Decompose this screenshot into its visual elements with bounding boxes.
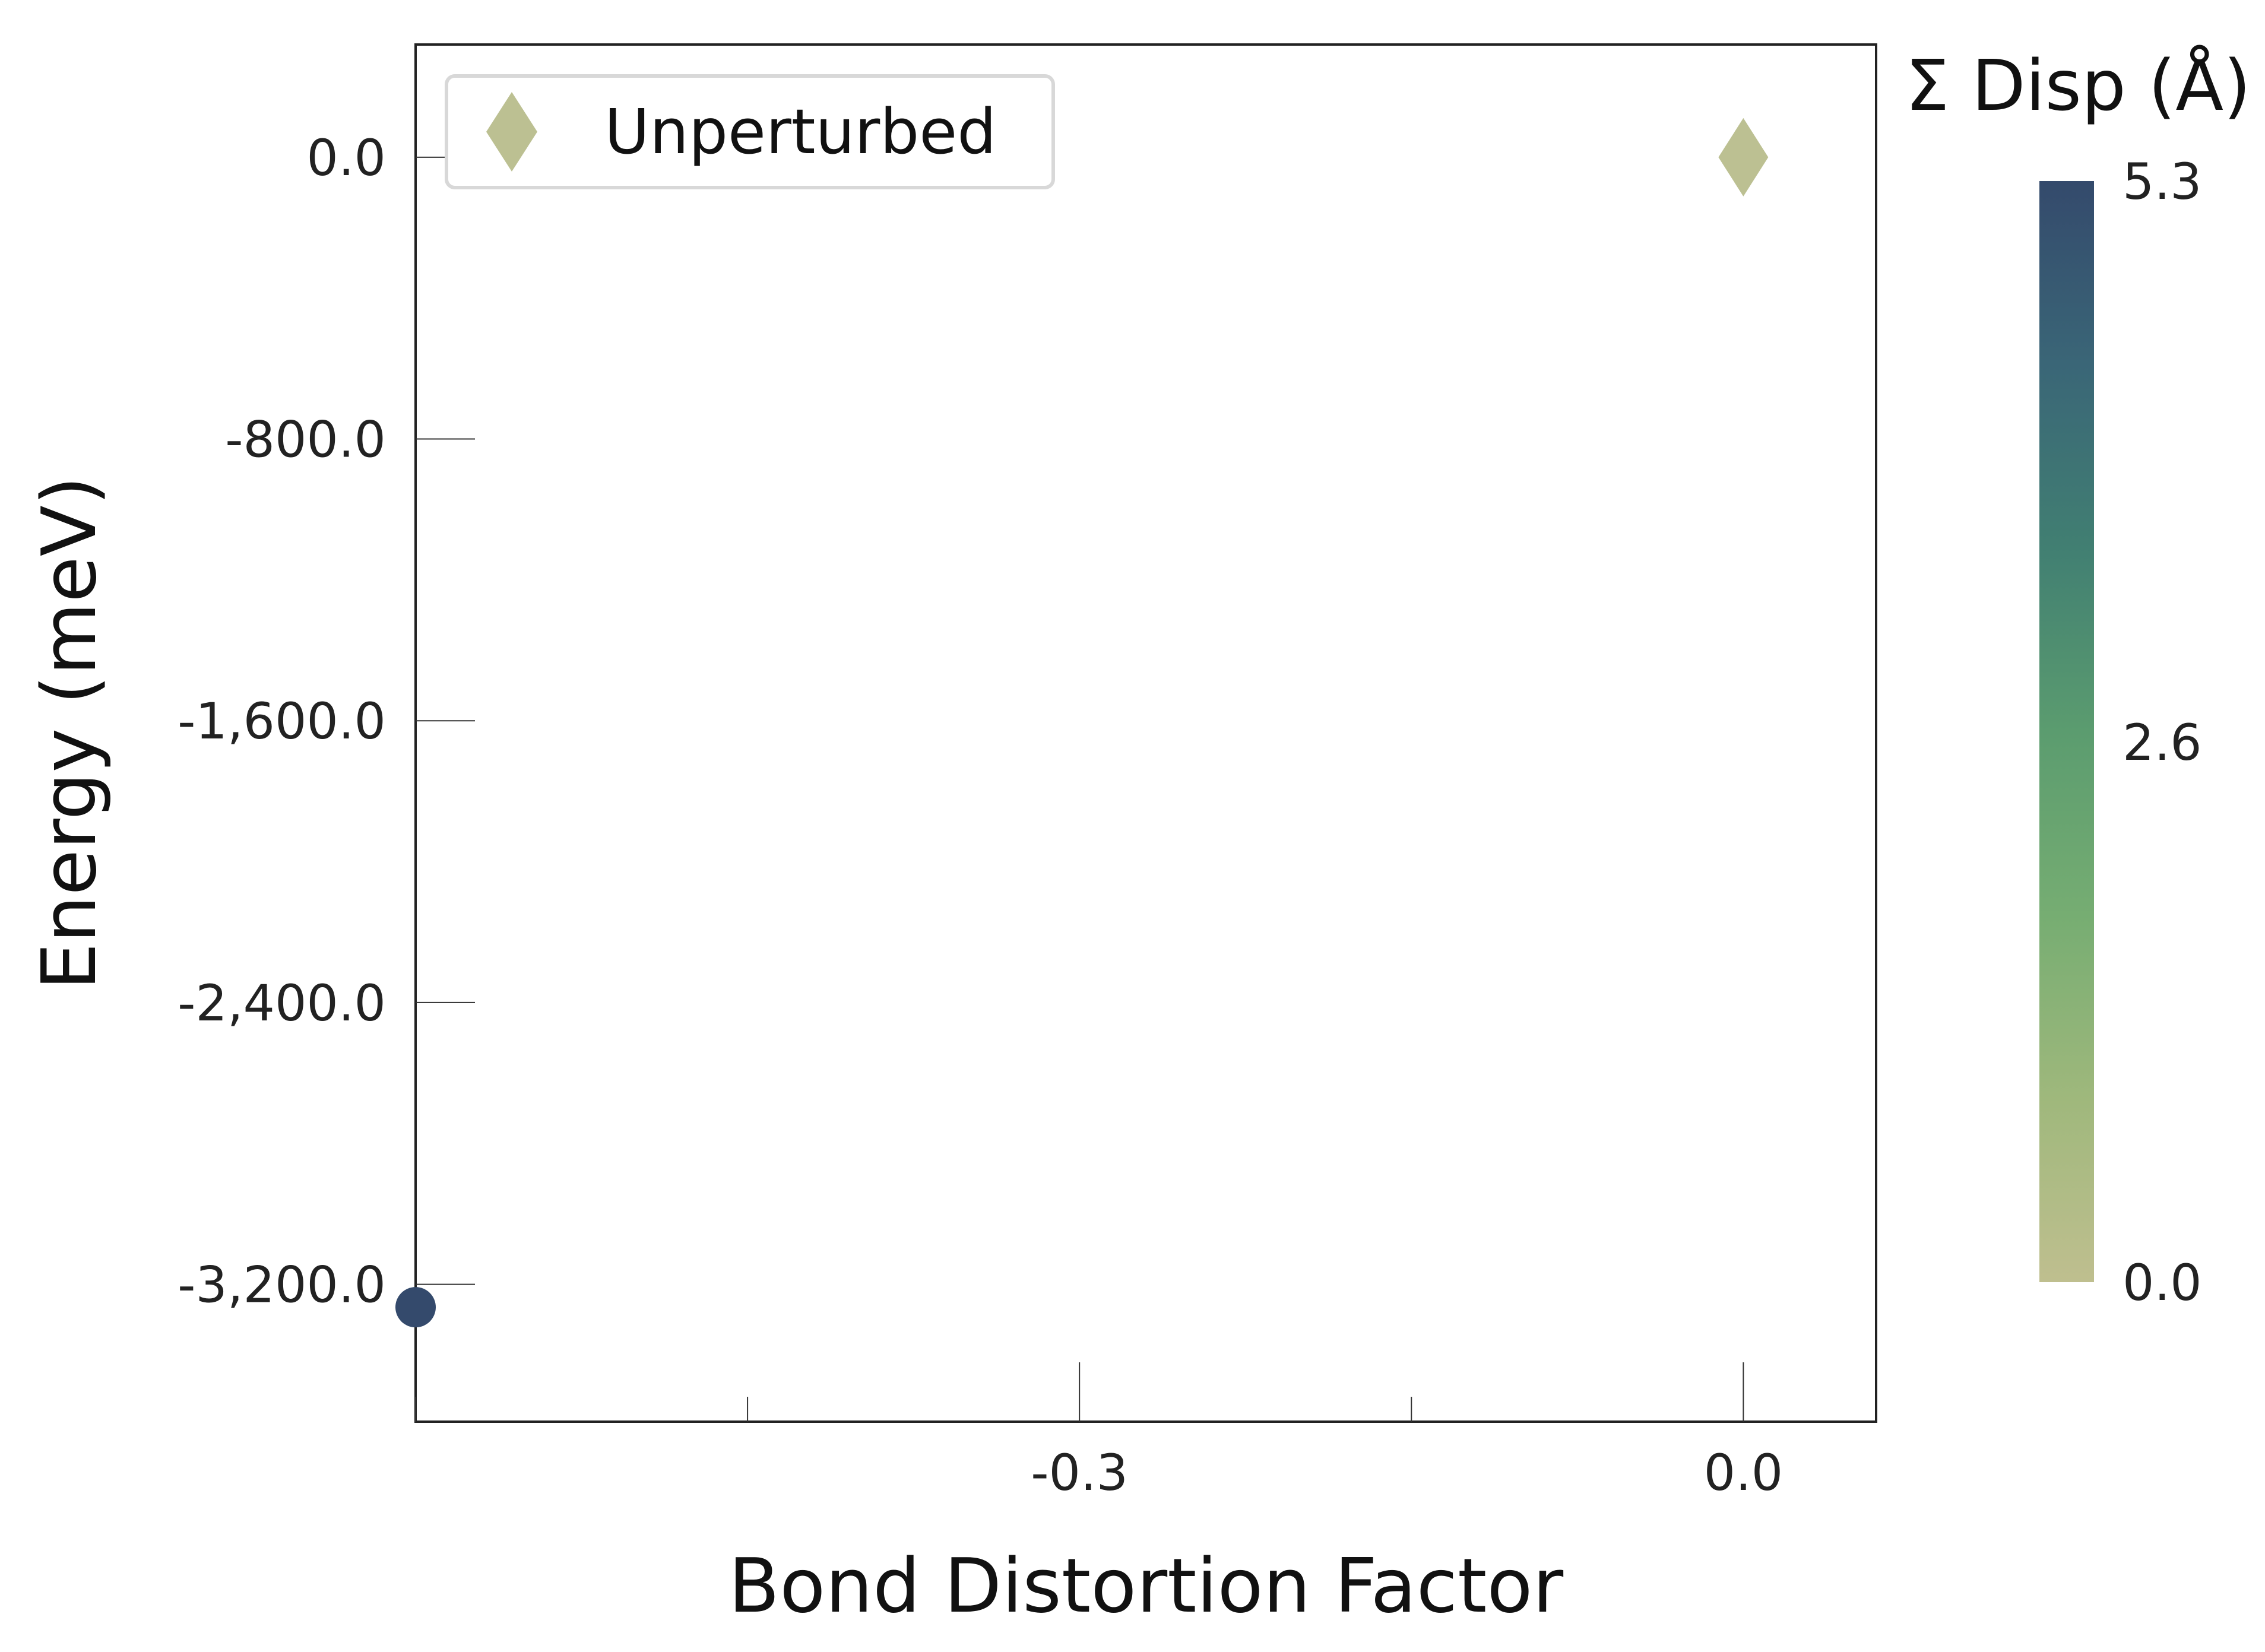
colorbar: Σ Disp (Å) 0.0 2.6 5.3 [1905,45,2251,1312]
y-tick-label: -3,200.0 [178,1256,386,1314]
y-tick-label: -2,400.0 [178,974,386,1032]
y-tick-label: -800.0 [225,411,386,469]
x-axis: -0.3 0.0 [415,1362,1784,1502]
y-tick-label: -1,600.0 [178,692,386,750]
y-axis: 0.0 -800.0 -1,600.0 -2,400.0 -3,200.0 [178,129,475,1314]
legend-label-unperturbed: Unperturbed [604,96,996,168]
unperturbed-point [1718,118,1769,196]
x-tick-label: 0.0 [1704,1444,1784,1502]
plot-frame [414,43,1877,1423]
legend: Unperturbed [445,74,1055,189]
distortion-point [395,1287,436,1328]
data-points [395,118,1769,1328]
colorbar-ticks: 0.0 2.6 5.3 [2123,153,2202,1312]
legend-diamond-icon [486,92,537,172]
x-tick-label: -0.3 [1031,1444,1128,1502]
y-axis-title: Energy (meV) [26,476,113,990]
colorbar-tick-label: 0.0 [2123,1254,2202,1312]
x-axis-title: Bond Distortion Factor [728,1542,1564,1629]
y-tick-label: 0.0 [306,129,386,187]
legend-box [445,74,1055,189]
colorbar-gradient [2039,181,2094,1282]
colorbar-tick-label: 2.6 [2123,714,2202,772]
colorbar-title: Σ Disp (Å) [1905,45,2251,126]
colorbar-tick-label: 5.3 [2123,153,2202,211]
